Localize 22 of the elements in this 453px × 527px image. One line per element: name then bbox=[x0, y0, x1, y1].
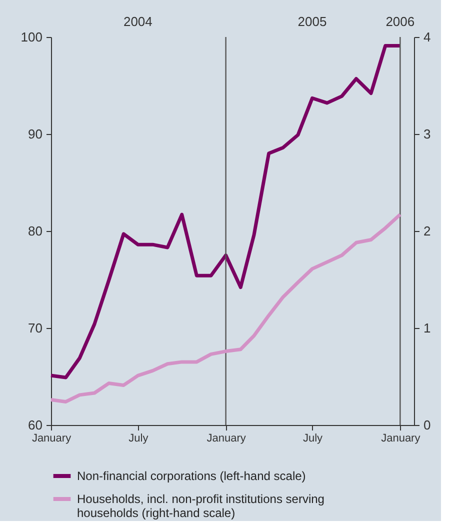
y-tick-label: 60 bbox=[28, 418, 42, 432]
x-tick-label: January bbox=[381, 432, 421, 444]
line-series bbox=[49, 212, 402, 404]
y2-tick-label: 4 bbox=[424, 30, 431, 44]
y-tick-label: 70 bbox=[28, 320, 42, 336]
legend-label: Households, incl. non-profit institutions serving households (right-hand scale) bbox=[77, 492, 324, 520]
x-tick-label: July bbox=[302, 432, 324, 444]
x-tick-label: January bbox=[206, 432, 246, 444]
legend-label: Non-financial corporations (left-hand scale) bbox=[77, 469, 306, 483]
y2-tick-label: 0 bbox=[424, 418, 431, 432]
line-series bbox=[49, 44, 402, 380]
x2-tick-label: 2006 bbox=[386, 14, 415, 29]
y2-tick-label: 2 bbox=[424, 224, 431, 238]
y2-tick-label: 1 bbox=[424, 320, 431, 336]
x2-tick-label: 2005 bbox=[298, 14, 327, 29]
y2-tick-label: 3 bbox=[424, 126, 431, 142]
x-tick-label: July bbox=[128, 432, 149, 444]
y-tick-label: 100 bbox=[20, 30, 42, 44]
y-tick-label: 90 bbox=[28, 126, 42, 142]
x2-tick-label: 2004 bbox=[123, 14, 152, 29]
y-tick-label: 80 bbox=[28, 224, 42, 238]
x-tick-label: January bbox=[32, 432, 72, 444]
